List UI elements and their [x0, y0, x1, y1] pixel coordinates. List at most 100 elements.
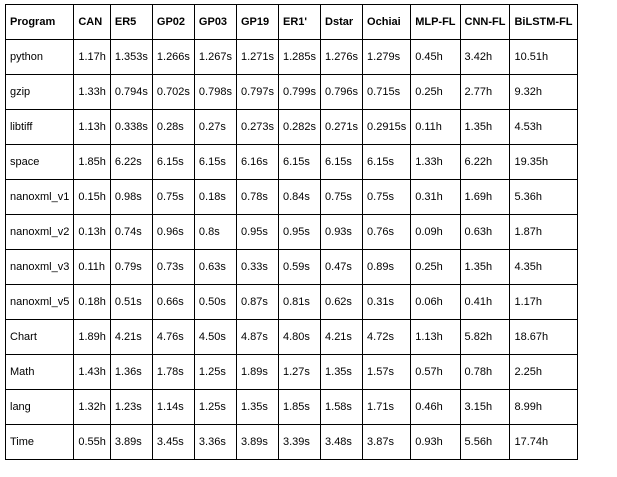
- time-value-cell: 0.11h: [410, 109, 461, 145]
- program-name-cell: Chart: [4, 319, 75, 355]
- program-name-cell: nanoxml_v2: [4, 214, 75, 250]
- time-value-cell: 0.45h: [410, 39, 461, 75]
- time-value-cell: 1.32h: [73, 389, 111, 425]
- time-value-cell: 4.50s: [193, 319, 237, 355]
- program-name-cell: python: [4, 39, 75, 75]
- time-value-cell: 0.2915s: [362, 109, 412, 145]
- column-header: GP02: [151, 4, 195, 40]
- time-value-cell: 4.53h: [509, 109, 578, 145]
- column-header: GP03: [193, 4, 237, 40]
- time-value-cell: 1.267s: [193, 39, 237, 75]
- time-value-cell: 0.78h: [459, 354, 511, 390]
- table-body: python 1.17h 1.353s 1.266s 1.267s 1.271s 1.285…: [4, 39, 578, 460]
- time-value-cell: 1.35h: [459, 109, 511, 145]
- time-value-cell: 0.28s: [151, 109, 195, 145]
- time-value-cell: 6.15s: [320, 144, 364, 180]
- time-value-cell: 0.75s: [151, 179, 195, 215]
- time-value-cell: 1.13h: [410, 319, 461, 355]
- time-value-cell: 3.39s: [277, 424, 322, 460]
- column-header: ER5: [109, 4, 153, 40]
- column-header: CNN-FL: [459, 4, 511, 40]
- time-value-cell: 0.797s: [235, 74, 279, 110]
- time-value-cell: 6.15s: [277, 144, 322, 180]
- time-value-cell: 3.89s: [235, 424, 279, 460]
- time-value-cell: 5.82h: [459, 319, 511, 355]
- time-value-cell: 1.353s: [109, 39, 153, 75]
- time-value-cell: 0.84s: [277, 179, 322, 215]
- time-value-cell: 9.32h: [509, 74, 578, 110]
- time-value-cell: 1.33h: [410, 144, 461, 180]
- time-value-cell: 0.51s: [109, 284, 153, 320]
- time-value-cell: 1.279s: [362, 39, 412, 75]
- time-value-cell: 1.35h: [459, 249, 511, 285]
- column-header: ER1': [277, 4, 322, 40]
- time-value-cell: 1.89s: [235, 354, 279, 390]
- program-name-cell: Math: [4, 354, 75, 390]
- time-value-cell: 0.75s: [320, 179, 364, 215]
- time-value-cell: 18.67h: [509, 319, 578, 355]
- column-header: MLP-FL: [410, 4, 461, 40]
- column-header: Program: [4, 4, 75, 40]
- time-value-cell: 0.27s: [193, 109, 237, 145]
- time-value-cell: 1.285s: [277, 39, 322, 75]
- time-value-cell: 0.57h: [410, 354, 461, 390]
- time-value-cell: 3.87s: [362, 424, 412, 460]
- time-value-cell: 6.22h: [459, 144, 511, 180]
- time-value-cell: 19.35h: [509, 144, 578, 180]
- time-value-cell: 0.63s: [193, 249, 237, 285]
- time-value-cell: 1.276s: [320, 39, 364, 75]
- time-value-cell: 0.96s: [151, 214, 195, 250]
- time-value-cell: 1.17h: [73, 39, 111, 75]
- results-table-container: Program CAN ER5 GP02 GP03 GP19 ER1' Dstar Ochiai…: [4, 4, 578, 460]
- time-value-cell: 4.21s: [320, 319, 364, 355]
- time-value-cell: 0.89s: [362, 249, 412, 285]
- time-value-cell: 0.93s: [320, 214, 364, 250]
- table-row: lang 1.32h 1.23s 1.14s 1.25s 1.35s 1.85s 1.58s 1…: [4, 389, 578, 425]
- program-name-cell: lang: [4, 389, 75, 425]
- time-value-cell: 2.77h: [459, 74, 511, 110]
- table-header: Program CAN ER5 GP02 GP03 GP19 ER1' Dstar Ochiai…: [4, 4, 578, 40]
- time-value-cell: 0.79s: [109, 249, 153, 285]
- time-value-cell: 0.18h: [73, 284, 111, 320]
- table-row: gzip 1.33h 0.794s 0.702s 0.798s 0.797s 0.799s 0…: [4, 74, 578, 110]
- time-value-cell: 3.45s: [151, 424, 195, 460]
- time-value-cell: 6.22s: [109, 144, 153, 180]
- column-header: CAN: [73, 4, 111, 40]
- time-value-cell: 6.16s: [235, 144, 279, 180]
- time-value-cell: 5.36h: [509, 179, 578, 215]
- table-row: Math 1.43h 1.36s 1.78s 1.25s 1.89s 1.27s 1.35s 1…: [4, 354, 578, 390]
- table-row: python 1.17h 1.353s 1.266s 1.267s 1.271s 1.285…: [4, 39, 578, 75]
- time-value-cell: 3.15h: [459, 389, 511, 425]
- time-value-cell: 1.58s: [320, 389, 364, 425]
- table-row: Time 0.55h 3.89s 3.45s 3.36s 3.89s 3.39s 3.48s 3…: [4, 424, 578, 460]
- header-row: Program CAN ER5 GP02 GP03 GP19 ER1' Dstar Ochiai…: [4, 4, 578, 40]
- time-value-cell: 1.87h: [509, 214, 578, 250]
- time-value-cell: 0.338s: [109, 109, 153, 145]
- time-value-cell: 4.35h: [509, 249, 578, 285]
- time-value-cell: 0.63h: [459, 214, 511, 250]
- time-value-cell: 0.11h: [73, 249, 111, 285]
- time-value-cell: 1.17h: [509, 284, 578, 320]
- time-value-cell: 0.93h: [410, 424, 461, 460]
- time-value-cell: 0.95s: [277, 214, 322, 250]
- time-value-cell: 0.62s: [320, 284, 364, 320]
- time-value-cell: 0.98s: [109, 179, 153, 215]
- time-value-cell: 1.25s: [193, 354, 237, 390]
- time-value-cell: 0.55h: [73, 424, 111, 460]
- time-value-cell: 0.13h: [73, 214, 111, 250]
- time-value-cell: 4.21s: [109, 319, 153, 355]
- time-value-cell: 1.36s: [109, 354, 153, 390]
- time-value-cell: 0.09h: [410, 214, 461, 250]
- time-value-cell: 0.46h: [410, 389, 461, 425]
- time-value-cell: 1.14s: [151, 389, 195, 425]
- time-value-cell: 1.85s: [277, 389, 322, 425]
- time-value-cell: 0.76s: [362, 214, 412, 250]
- time-value-cell: 0.18s: [193, 179, 237, 215]
- time-value-cell: 0.74s: [109, 214, 153, 250]
- program-name-cell: gzip: [4, 74, 75, 110]
- time-value-cell: 1.33h: [73, 74, 111, 110]
- table-row: libtiff 1.13h 0.338s 0.28s 0.27s 0.273s 0.282s…: [4, 109, 578, 145]
- column-header: GP19: [235, 4, 279, 40]
- time-value-cell: 0.47s: [320, 249, 364, 285]
- time-value-cell: 4.76s: [151, 319, 195, 355]
